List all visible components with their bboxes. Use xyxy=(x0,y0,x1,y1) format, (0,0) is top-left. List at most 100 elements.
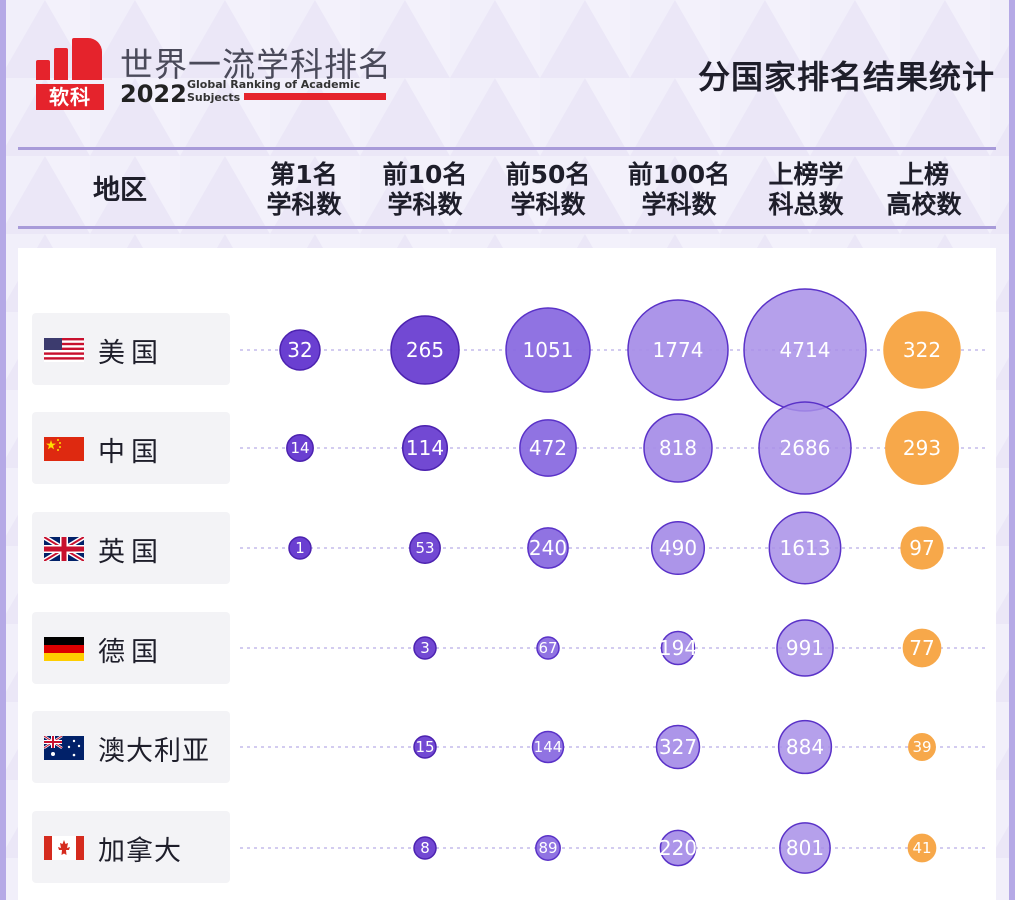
frame-right xyxy=(1009,0,1015,900)
bubble-value-label: 884 xyxy=(786,735,824,759)
frame-left xyxy=(0,0,6,900)
bubble: 114 xyxy=(401,424,449,472)
bubble: 322 xyxy=(883,311,961,389)
bubble: 194 xyxy=(659,630,697,666)
bubble-circle xyxy=(413,735,437,759)
page-title: 分国家排名结果统计 xyxy=(697,58,995,96)
column-header-universities: 上榜 高校数 xyxy=(864,160,984,220)
bubble-value-label: 3 xyxy=(420,639,430,657)
bubble: 53 xyxy=(409,532,441,564)
bubble-circle xyxy=(758,401,852,495)
bubble-value-label: 39 xyxy=(912,738,931,756)
bubble-value-label: 4714 xyxy=(780,338,831,362)
us-flag-icon xyxy=(44,338,84,362)
country-name: 美国 xyxy=(98,338,164,369)
bubble-circle xyxy=(536,636,560,660)
bubble-circle xyxy=(288,536,312,560)
bubble-circle xyxy=(768,511,842,585)
uk-flag-icon xyxy=(44,537,84,561)
bubble: 1774 xyxy=(627,299,729,401)
bubble-circle xyxy=(627,299,729,401)
column-header-top10: 前10名 学科数 xyxy=(365,160,485,220)
bubble: 1051 xyxy=(505,307,591,393)
bubble-circle xyxy=(660,630,696,666)
column-header-top50: 前50名 学科数 xyxy=(488,160,608,220)
bubble-value-label: 89 xyxy=(538,839,557,857)
brand-title: 世界一流学科排名 xyxy=(120,45,392,84)
column-header-line1: 上榜学 xyxy=(768,160,844,189)
bubble: 89 xyxy=(535,835,561,861)
bubble: 1613 xyxy=(768,511,842,585)
column-header-line1: 前50名 xyxy=(505,160,591,189)
bubble-value-label: 472 xyxy=(529,436,567,460)
bubble-circle xyxy=(650,520,706,576)
bubble: 3 xyxy=(413,636,437,660)
bubble-value-label: 1 xyxy=(295,539,305,557)
bubble-value-label: 53 xyxy=(415,539,434,557)
bubble: 991 xyxy=(776,619,834,677)
bubble-value-label: 220 xyxy=(659,836,697,860)
header-bottom-line xyxy=(18,226,996,229)
bubble: 327 xyxy=(655,724,701,770)
logo-bars-icon xyxy=(36,38,104,80)
bubble: 472 xyxy=(519,419,577,477)
bubble: 490 xyxy=(650,520,706,576)
bubble-value-label: 144 xyxy=(534,738,563,756)
bubble: 818 xyxy=(643,413,713,483)
bubble: 77 xyxy=(902,628,942,668)
bubble: 14 xyxy=(286,434,314,462)
column-header-line2: 科总数 xyxy=(768,190,844,219)
bubble-value-label: 327 xyxy=(659,735,697,759)
bubble: 41 xyxy=(907,833,937,863)
bubble-circle xyxy=(885,411,959,485)
bubble-value-label: 41 xyxy=(912,839,931,857)
bubble-value-label: 67 xyxy=(538,639,557,657)
bubble-circle xyxy=(286,434,314,462)
bubble-value-label: 293 xyxy=(903,436,941,460)
column-header-line2: 学科数 xyxy=(387,190,463,219)
bubble: 1 xyxy=(288,536,312,560)
bubble-value-label: 991 xyxy=(786,636,824,660)
bubble-circle xyxy=(655,724,701,770)
country-name: 加拿大 xyxy=(98,836,182,867)
bubble-circle xyxy=(659,829,697,867)
bubble-circle xyxy=(908,733,936,761)
column-header-region: 地区 xyxy=(93,175,147,206)
shanghairanking-logo: 软科 xyxy=(36,38,104,110)
country-name: 中国 xyxy=(98,437,164,468)
bubble-circle xyxy=(643,413,713,483)
china-flag-icon xyxy=(44,437,84,461)
row-label-de: 德国 xyxy=(32,612,230,684)
bubble-value-label: 265 xyxy=(406,338,444,362)
bubble-value-label: 1051 xyxy=(523,338,574,362)
bubble: 220 xyxy=(659,829,697,867)
bubble-circle xyxy=(779,822,831,874)
brand-red-bar xyxy=(244,93,386,100)
bubble: 265 xyxy=(390,315,460,385)
bubble-circle xyxy=(519,419,577,477)
column-header-line1: 前10名 xyxy=(382,160,468,189)
column-header-top100: 前100名 学科数 xyxy=(619,160,739,220)
bubble-value-label: 2686 xyxy=(780,436,831,460)
brand-subtitle: Global Ranking of Academic Subjects xyxy=(187,78,361,104)
bubble: 801 xyxy=(779,822,831,874)
bubble: 39 xyxy=(908,733,936,761)
bubble-value-label: 240 xyxy=(529,536,567,560)
bubble: 884 xyxy=(777,719,833,775)
bubble: 15 xyxy=(413,735,437,759)
bubble-value-label: 15 xyxy=(415,738,434,756)
bubble-value-label: 1774 xyxy=(653,338,704,362)
bubble-value-label: 77 xyxy=(909,636,934,660)
bubble: 293 xyxy=(885,411,959,485)
bubble: 97 xyxy=(900,526,944,570)
bubble-value-label: 97 xyxy=(909,536,934,560)
bubble-circle xyxy=(413,636,437,660)
country-name: 澳大利亚 xyxy=(98,736,210,767)
bubble-value-label: 14 xyxy=(290,439,309,457)
bubble-circle xyxy=(902,628,942,668)
bubble-value-label: 114 xyxy=(406,436,444,460)
column-header-total-subjects: 上榜学 科总数 xyxy=(746,160,866,220)
bubble-circle xyxy=(907,833,937,863)
column-header-line1: 上榜 xyxy=(898,160,949,189)
